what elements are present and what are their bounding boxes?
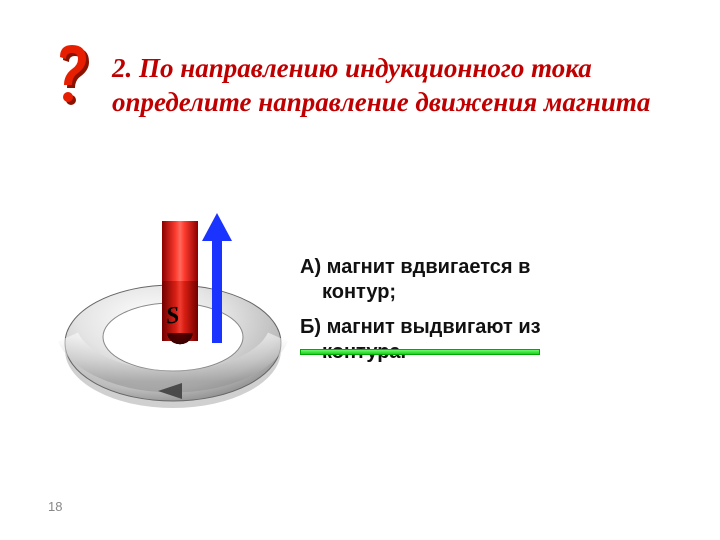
direction-arrow-icon [202, 213, 232, 343]
answer-a-line1: А) магнит вдвигается в [300, 256, 530, 278]
answer-option-b: Б) магнит выдвигают из контура. [300, 314, 680, 366]
magnet-pole-label: S [165, 302, 181, 330]
question-title: 2. По направлению индукционного тока опр… [112, 52, 672, 120]
answer-a-line2: контур; [300, 279, 680, 306]
page-number: 18 [48, 499, 62, 514]
correct-answer-highlight [300, 349, 540, 355]
question-mark-icon [50, 45, 95, 110]
diagram: S [58, 215, 288, 415]
answer-option-a: А) магнит вдвигается в контур; [300, 254, 680, 306]
answer-b-line1: Б) магнит выдвигают из [300, 316, 541, 338]
